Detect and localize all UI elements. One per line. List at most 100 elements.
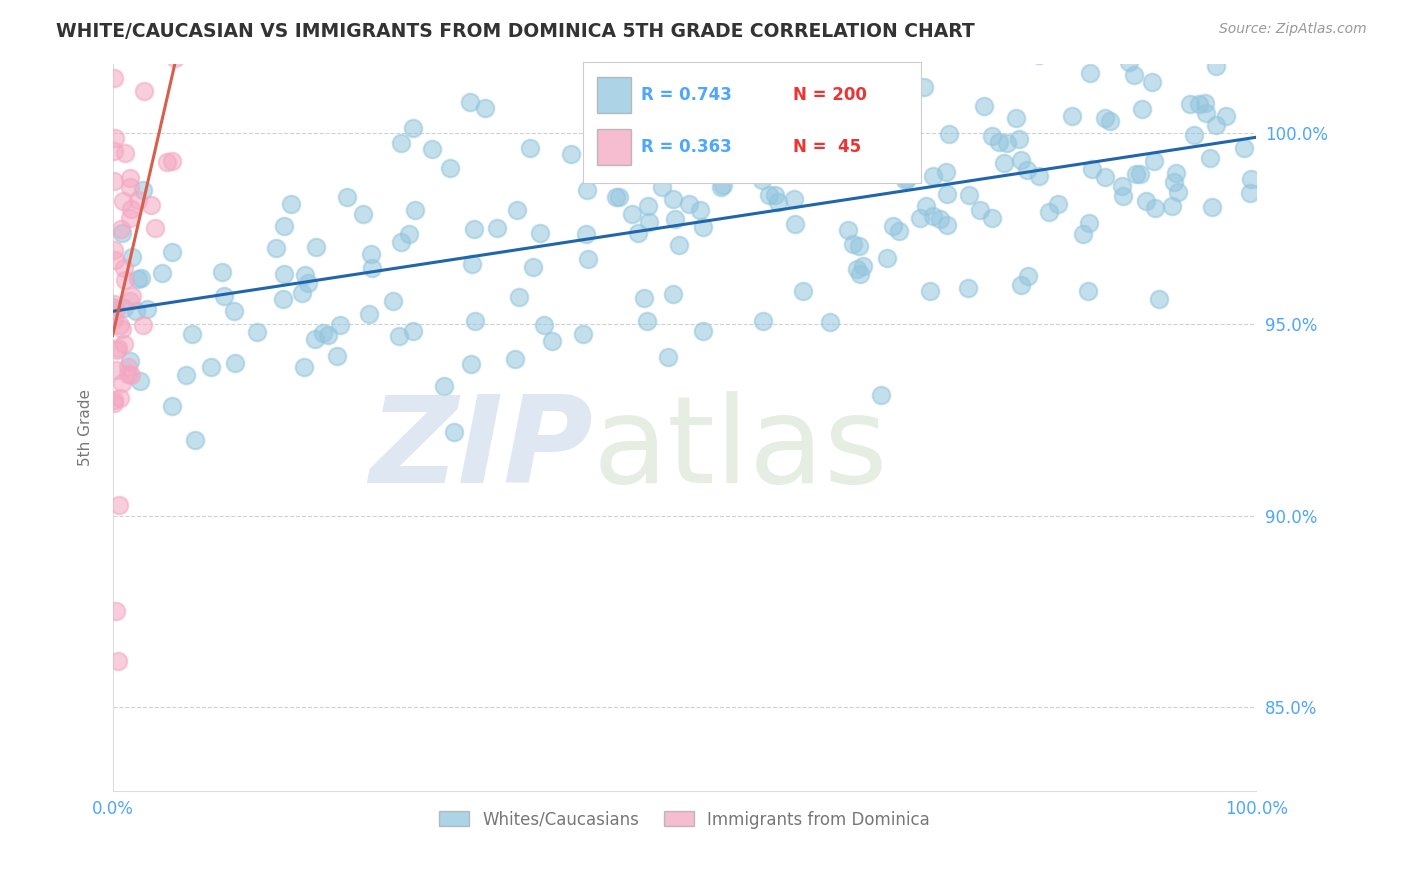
Point	[273, 268, 295, 282]
Point	[575, 227, 598, 241]
Point	[305, 240, 328, 254]
Point	[508, 290, 530, 304]
Point	[711, 178, 734, 192]
Point	[1028, 169, 1050, 183]
Point	[111, 322, 134, 336]
Point	[1149, 292, 1171, 306]
Point	[915, 199, 938, 213]
Text: R = 0.743: R = 0.743	[641, 86, 731, 104]
Point	[936, 186, 959, 201]
Point	[1195, 106, 1218, 120]
Point	[758, 187, 780, 202]
Point	[118, 179, 141, 194]
Point	[120, 202, 142, 217]
Point	[1205, 119, 1227, 133]
Point	[637, 199, 659, 213]
Point	[1130, 102, 1153, 116]
Point	[461, 257, 484, 271]
Point	[1182, 128, 1205, 142]
Point	[1167, 186, 1189, 200]
Point	[969, 202, 991, 217]
Point	[141, 198, 163, 212]
Point	[271, 292, 294, 306]
Point	[918, 284, 941, 298]
Point	[624, 100, 647, 114]
Point	[360, 246, 382, 260]
Point	[107, 654, 129, 668]
Point	[103, 392, 125, 407]
Point	[620, 207, 643, 221]
Point	[1094, 111, 1116, 125]
Point	[439, 161, 461, 176]
Point	[112, 301, 135, 315]
Point	[443, 425, 465, 439]
Point	[127, 194, 149, 208]
Point	[352, 207, 374, 221]
Point	[118, 293, 141, 308]
Point	[560, 147, 582, 161]
Point	[104, 131, 127, 145]
Text: N = 200: N = 200	[793, 86, 866, 104]
Point	[672, 165, 695, 179]
Point	[1094, 170, 1116, 185]
Point	[132, 318, 155, 332]
Point	[1201, 200, 1223, 214]
Point	[304, 332, 326, 346]
Point	[398, 227, 420, 242]
Point	[224, 356, 246, 370]
Point	[160, 244, 183, 259]
Point	[463, 222, 485, 236]
Point	[128, 374, 150, 388]
Point	[529, 226, 551, 240]
Point	[1240, 172, 1263, 186]
Point	[993, 155, 1015, 169]
Point	[1077, 285, 1099, 299]
Point	[575, 183, 598, 197]
Point	[120, 171, 142, 186]
Point	[105, 362, 128, 376]
Point	[160, 153, 183, 168]
Point	[294, 268, 316, 282]
Text: Source: ZipAtlas.com: Source: ZipAtlas.com	[1219, 22, 1367, 37]
Point	[980, 128, 1002, 143]
Point	[129, 270, 152, 285]
Point	[1028, 48, 1050, 62]
Point	[1215, 109, 1237, 123]
Point	[890, 150, 912, 164]
Point	[848, 239, 870, 253]
Point	[806, 91, 828, 105]
Point	[381, 293, 404, 308]
Point	[156, 155, 179, 169]
Point	[118, 353, 141, 368]
Point	[908, 211, 931, 226]
Point	[127, 272, 149, 286]
Point	[957, 188, 980, 202]
Point	[607, 190, 630, 204]
Point	[108, 498, 131, 512]
Point	[938, 127, 960, 141]
Point	[325, 349, 347, 363]
Point	[896, 171, 918, 186]
Point	[506, 202, 529, 217]
Point	[921, 209, 943, 223]
Point	[849, 98, 872, 112]
Point	[132, 84, 155, 98]
Point	[312, 326, 335, 341]
Point	[125, 304, 148, 318]
Point	[264, 241, 287, 255]
Point	[162, 399, 184, 413]
Point	[1129, 167, 1152, 181]
Point	[176, 368, 198, 382]
Point	[1111, 179, 1133, 194]
Point	[1205, 59, 1227, 73]
Point	[922, 169, 945, 183]
Point	[103, 312, 125, 326]
Point	[474, 102, 496, 116]
Point	[1161, 199, 1184, 213]
Point	[894, 172, 917, 186]
FancyBboxPatch shape	[598, 128, 631, 165]
Point	[1004, 111, 1026, 125]
Point	[973, 98, 995, 112]
Point	[1233, 141, 1256, 155]
Point	[1099, 114, 1122, 128]
